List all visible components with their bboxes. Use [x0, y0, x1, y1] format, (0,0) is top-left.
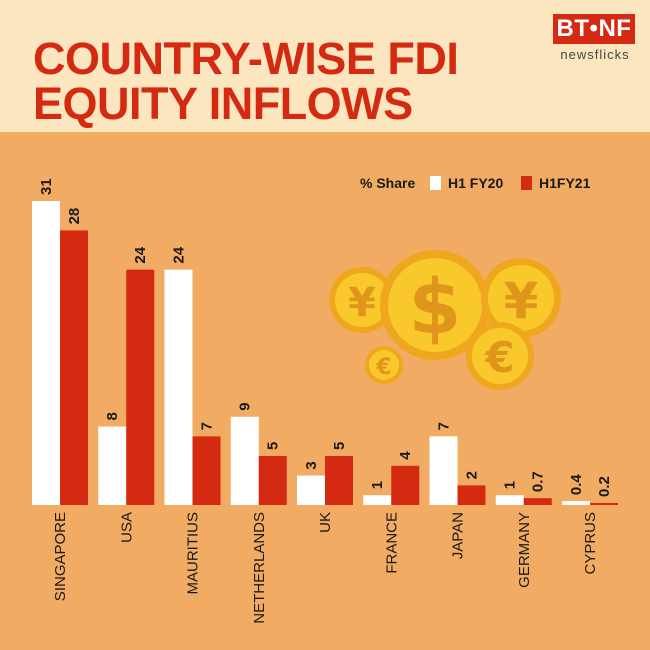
category-label-germany: GERMANY [516, 512, 533, 588]
value-label-cyprus-h1fy21: 0.2 [596, 476, 613, 497]
category-label-france: FRANCE [383, 512, 400, 574]
bar-mauritius-h1fy21 [192, 436, 221, 505]
category-label-japan: JAPAN [450, 512, 467, 559]
value-label-singapore-h1fy20: 31 [38, 178, 55, 195]
value-label-usa-h1fy21: 24 [132, 246, 149, 263]
euro-coin-icon: € [466, 322, 534, 390]
legend-label-h1fy20: H1 FY20 [448, 175, 503, 191]
bar-japan-h1fy21 [457, 485, 486, 505]
bar-mauritius-h1fy20 [164, 269, 193, 505]
category-label-mauritius: MAURITIUS [185, 512, 202, 595]
brand-logo: BT•NF newsflicks [553, 14, 637, 66]
svg-text:¥: ¥ [504, 272, 539, 330]
bar-cyprus-h1fy21 [590, 503, 618, 505]
logo-wordmark: BT•NF [553, 14, 635, 44]
value-label-netherlands-h1fy21: 5 [265, 442, 282, 450]
value-label-mauritius-h1fy21: 7 [199, 422, 216, 430]
yen-coin-icon: ¥ [329, 267, 395, 333]
category-label-usa: USA [118, 512, 135, 543]
bar-uk-h1fy20 [297, 475, 325, 505]
bar-germany-h1fy20 [495, 495, 524, 505]
bar-germany-h1fy21 [523, 498, 552, 505]
value-label-japan-h1fy21: 2 [464, 471, 481, 479]
logo-subtext: newsflicks [560, 47, 630, 62]
legend-label-h1fy21: H1FY21 [539, 175, 591, 191]
bar-uk-h1fy21 [325, 455, 353, 505]
bar-netherlands-h1fy21 [258, 455, 287, 505]
bar-usa-h1fy20 [98, 426, 127, 505]
title-line-2: EQUITY INFLOWS [33, 78, 413, 129]
svg-text:€: € [375, 355, 391, 380]
value-labels-group: 31 28 8 24 24 7 9 5 3 5 1 4 7 2 1 0.7 0.4 0.2 [38, 178, 613, 497]
legend-swatch-h1fy21 [521, 176, 532, 190]
legend-swatch-h1fy20 [430, 176, 441, 190]
value-label-japan-h1fy20: 7 [436, 422, 453, 430]
yen-coin-icon: ¥ [481, 258, 561, 338]
legend: % Share H1 FY20 H1FY21 [360, 175, 591, 191]
coin-illustration: ¥ $ ¥ € € [329, 250, 561, 390]
value-label-france-h1fy21: 4 [397, 451, 414, 460]
value-label-uk-h1fy20: 3 [303, 461, 320, 469]
bar-singapore-h1fy21 [60, 230, 88, 505]
value-label-uk-h1fy21: 5 [331, 442, 348, 450]
bars-group [32, 201, 618, 505]
category-label-uk: UK [317, 512, 334, 533]
value-label-france-h1fy20: 1 [369, 481, 386, 489]
value-label-mauritius-h1fy20: 24 [171, 246, 188, 263]
bar-france-h1fy21 [391, 465, 420, 505]
header-band: COUNTRY-WISE FDI EQUITY INFLOWS BT•NF ne… [0, 0, 650, 132]
value-label-netherlands-h1fy20: 9 [237, 402, 254, 410]
value-label-cyprus-h1fy20: 0.4 [568, 474, 585, 496]
legend-title: % Share [360, 175, 415, 191]
bar-usa-h1fy21 [126, 269, 155, 505]
bar-cyprus-h1fy20 [562, 501, 590, 505]
bar-japan-h1fy20 [429, 436, 458, 505]
title-line-1: COUNTRY-WISE FDI [33, 33, 459, 84]
value-label-germany-h1fy21: 0.7 [530, 471, 547, 492]
svg-text:€: € [484, 333, 514, 382]
category-label-cyprus: CYPRUS [582, 512, 599, 575]
euro-coin-icon: € [365, 346, 403, 384]
dollar-coin-icon: $ [380, 250, 490, 360]
svg-text:$: $ [409, 262, 462, 351]
category-labels-group: SINGAPORE USA MAURITIUS NETHERLANDS UK FRANCE… [52, 512, 599, 624]
bar-france-h1fy20 [363, 495, 392, 505]
svg-text:¥: ¥ [348, 280, 376, 326]
bar-netherlands-h1fy20 [230, 416, 259, 505]
value-label-singapore-h1fy21: 28 [66, 208, 83, 225]
category-label-netherlands: NETHERLANDS [251, 512, 268, 624]
category-label-singapore: SINGAPORE [52, 512, 69, 601]
value-label-usa-h1fy20: 8 [104, 412, 121, 420]
value-label-germany-h1fy20: 1 [502, 481, 519, 489]
bar-singapore-h1fy20 [32, 201, 60, 505]
